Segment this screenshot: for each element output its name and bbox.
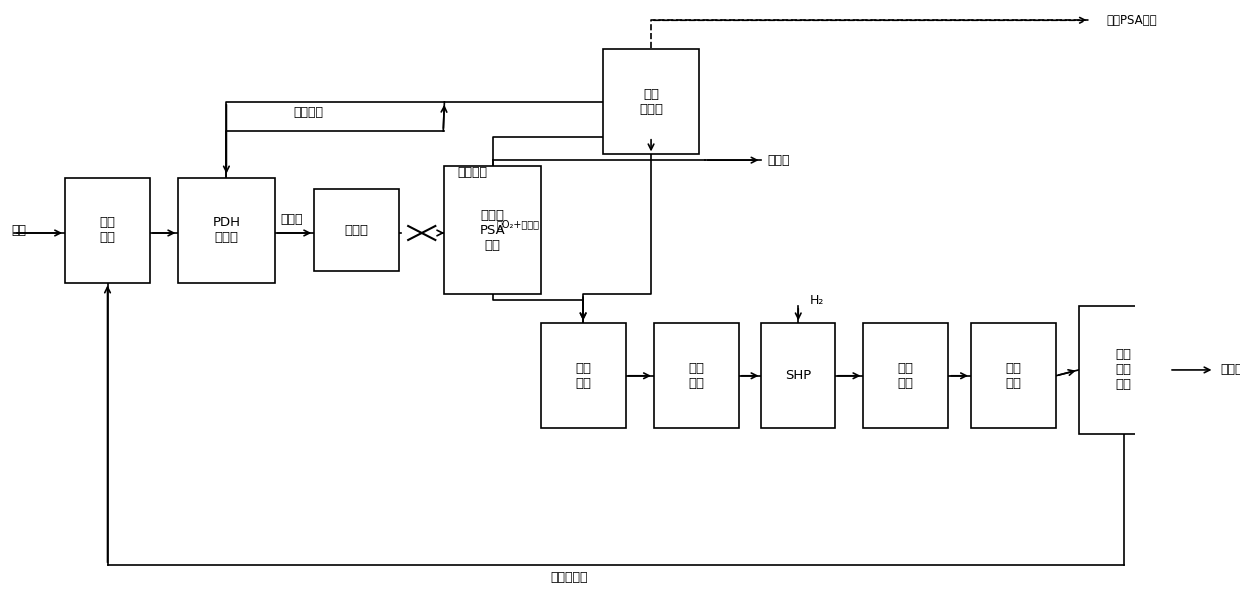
Text: 燃料气: 燃料气 — [768, 153, 790, 166]
Text: 含O₂+浓缩气: 含O₂+浓缩气 — [496, 219, 539, 230]
Text: H₂: H₂ — [810, 293, 823, 307]
Text: 脱甲
烷塔: 脱甲 烷塔 — [898, 362, 914, 390]
Text: 脱乙
烷塔: 脱乙 烷塔 — [1006, 362, 1022, 390]
FancyBboxPatch shape — [541, 323, 626, 428]
Text: 产品丙烯: 产品丙烯 — [1220, 363, 1240, 376]
Text: 不凝气体: 不凝气体 — [458, 166, 487, 179]
Text: 丙烷: 丙烷 — [12, 224, 27, 237]
Text: PDH
反应区: PDH 反应区 — [212, 216, 241, 244]
Text: 预处理: 预处理 — [345, 224, 368, 237]
FancyBboxPatch shape — [64, 178, 150, 283]
FancyBboxPatch shape — [971, 323, 1056, 428]
Text: 冷却
压缩: 冷却 压缩 — [575, 362, 591, 390]
FancyBboxPatch shape — [653, 323, 739, 428]
FancyBboxPatch shape — [179, 178, 274, 283]
Text: SHP: SHP — [785, 369, 811, 382]
Text: 汽液
分离: 汽液 分离 — [688, 362, 704, 390]
FancyBboxPatch shape — [1079, 306, 1169, 434]
Text: 进入PSA提氢: 进入PSA提氢 — [1107, 14, 1157, 27]
FancyBboxPatch shape — [444, 166, 541, 294]
FancyBboxPatch shape — [761, 323, 835, 428]
FancyBboxPatch shape — [603, 50, 699, 155]
Text: 富丙烷液体: 富丙烷液体 — [551, 571, 588, 584]
Text: 丙烯
膜系统: 丙烯 膜系统 — [639, 88, 663, 116]
Text: 原料气: 原料气 — [280, 213, 303, 226]
FancyBboxPatch shape — [314, 189, 399, 271]
Text: 脱丙
烷塔: 脱丙 烷塔 — [99, 216, 115, 244]
Text: 循环氢气: 循环氢气 — [294, 106, 324, 119]
Text: 丙烯
丙烷
分离: 丙烯 丙烷 分离 — [1116, 349, 1132, 391]
FancyBboxPatch shape — [863, 323, 949, 428]
Text: 中高温
PSA
浓缩: 中高温 PSA 浓缩 — [480, 209, 506, 251]
